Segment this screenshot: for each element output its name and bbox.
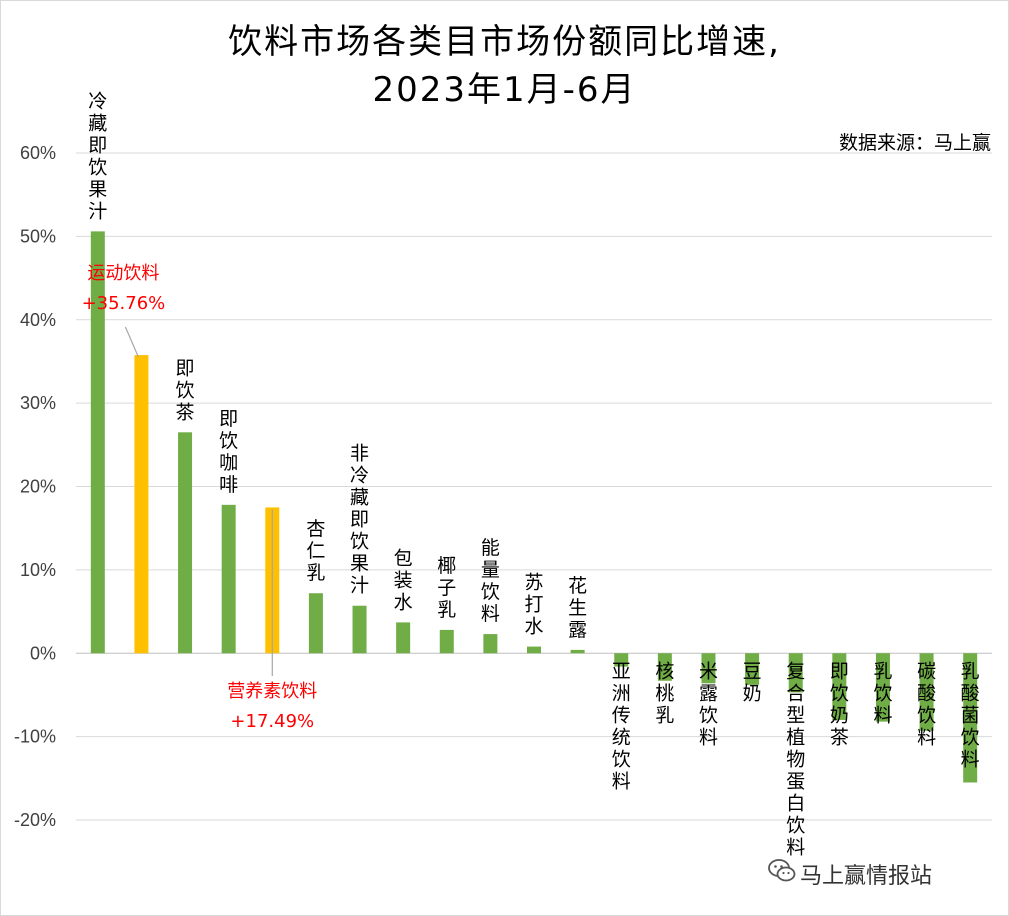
bars	[90, 231, 978, 783]
category-label-5: 杏仁乳	[306, 518, 325, 584]
annotation-name: 运动饮料	[87, 263, 159, 284]
category-label-10: 苏打水	[524, 572, 543, 638]
y-tick-label: 0%	[30, 643, 56, 663]
category-label-0: 冷藏即饮果汁	[88, 90, 107, 222]
y-tick-label: 40%	[20, 310, 56, 330]
category-label-7: 包装水	[394, 547, 413, 613]
bar-11	[570, 649, 585, 654]
category-label-2: 即饮茶	[176, 357, 195, 423]
bar-6	[352, 605, 367, 654]
annotation-value: +35.76%	[82, 293, 166, 314]
category-label-18: 乳饮料	[873, 660, 892, 726]
wechat-icon	[768, 859, 796, 882]
bar-2	[178, 432, 193, 654]
category-label-15: 豆奶	[743, 660, 762, 704]
category-label-8: 椰子乳	[437, 555, 456, 621]
y-tick-label: 20%	[20, 477, 56, 497]
bar-12	[614, 653, 629, 667]
category-label-13: 核桃乳	[655, 660, 674, 726]
watermark-text: 马上赢情报站	[800, 864, 933, 889]
bar-10	[527, 646, 541, 654]
bar-13	[657, 653, 672, 681]
category-label-17: 即饮奶茶	[830, 660, 849, 748]
y-tick-label: 60%	[20, 143, 56, 163]
data-source-note: 数据来源：马上赢	[838, 132, 991, 154]
annotation-name: 营养素饮料	[227, 681, 317, 702]
bar-7	[396, 622, 411, 654]
annotation-1: 营养素饮料 +17.49%	[227, 509, 317, 732]
category-label-16: 复合型植物蛋白饮料	[786, 660, 805, 858]
y-tick-label: -10%	[14, 727, 56, 747]
bar-8	[439, 629, 454, 654]
annotation-0: 运动饮料 +35.76%	[82, 263, 166, 358]
category-labels: 冷藏即饮果汁即饮茶即饮咖啡杏仁乳 非冷藏即饮果汁包装水 椰子乳 能量饮料 苏打水 花生露亚…	[88, 90, 979, 858]
bar-15	[745, 653, 760, 685]
annotation-value: +17.49%	[230, 711, 314, 732]
category-label-20: 乳酸菌饮料	[961, 660, 980, 770]
bar-3	[221, 504, 236, 654]
bar-1	[134, 355, 149, 654]
bar-16	[788, 653, 803, 693]
category-label-3: 即饮咖啡	[219, 408, 238, 496]
bar-5	[308, 593, 323, 654]
category-label-12: 亚洲传统饮料	[612, 660, 631, 792]
category-label-6: 非冷藏即饮果汁	[350, 443, 369, 597]
bar-20	[963, 653, 978, 783]
bar-14	[701, 653, 716, 684]
category-label-14: 米露饮料	[699, 660, 718, 748]
category-label-9: 能量饮料	[481, 537, 500, 625]
annotations: 运动饮料 +35.76% 营养素饮料 +17.49%	[82, 263, 318, 732]
y-tick-label: -20%	[14, 810, 56, 830]
bar-17	[832, 653, 847, 720]
bar-0	[90, 231, 105, 654]
bar-19	[919, 653, 934, 731]
category-label-11: 花生露	[568, 575, 587, 641]
bar-18	[875, 653, 890, 722]
grid-lines	[76, 152, 992, 821]
y-tick-label: 30%	[20, 393, 56, 413]
y-tick-label: 10%	[20, 560, 56, 580]
y-axis-ticks: 60% 50% 40% 30% 20% 10% 0% -10% -20%	[14, 143, 56, 830]
chart-title-line1: 饮料市场各类目市场份额同比增速,	[228, 22, 781, 62]
bar-9	[483, 634, 498, 654]
annotation-leader	[124, 326, 139, 358]
y-tick-label: 50%	[20, 226, 56, 246]
category-label-19: 碳酸饮料	[917, 660, 936, 748]
chart-title-line2: 2023年1月-6月	[372, 70, 637, 110]
